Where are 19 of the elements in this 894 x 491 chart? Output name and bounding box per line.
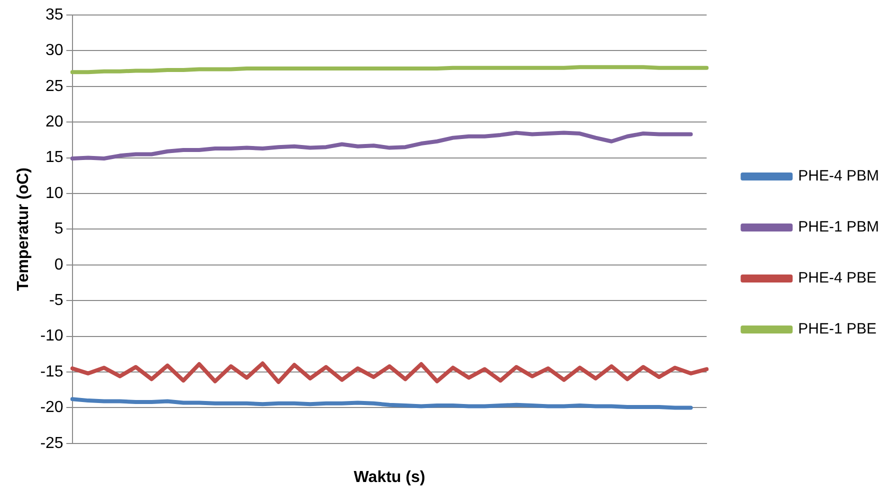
legend-label: PHE-4 PBE xyxy=(798,270,877,287)
legend-label: PHE-4 PBM xyxy=(798,168,880,185)
y-tick-label: -5 xyxy=(49,292,64,310)
y-tick-label: 15 xyxy=(46,149,64,166)
y-axis-title: Temperatur (oC) xyxy=(15,168,32,291)
y-tick-label: -10 xyxy=(40,328,64,345)
x-axis-title: Waktu (s) xyxy=(354,468,426,486)
y-tick-label: 5 xyxy=(54,220,64,238)
y-tick-label: 20 xyxy=(46,114,64,131)
y-tick-label: 35 xyxy=(46,6,64,24)
y-tick-label: 25 xyxy=(46,78,64,95)
y-tick-label: -15 xyxy=(40,363,64,380)
legend-label: PHE-1 PBE xyxy=(798,320,877,338)
y-tick-label: 10 xyxy=(46,184,64,202)
y-tick-label: 30 xyxy=(46,42,64,60)
legend-label: PHE-1 PBM xyxy=(798,218,880,236)
y-tick-label: -20 xyxy=(40,399,64,416)
y-tick-label: -25 xyxy=(40,434,64,452)
y-tick-label: 0 xyxy=(54,256,64,274)
